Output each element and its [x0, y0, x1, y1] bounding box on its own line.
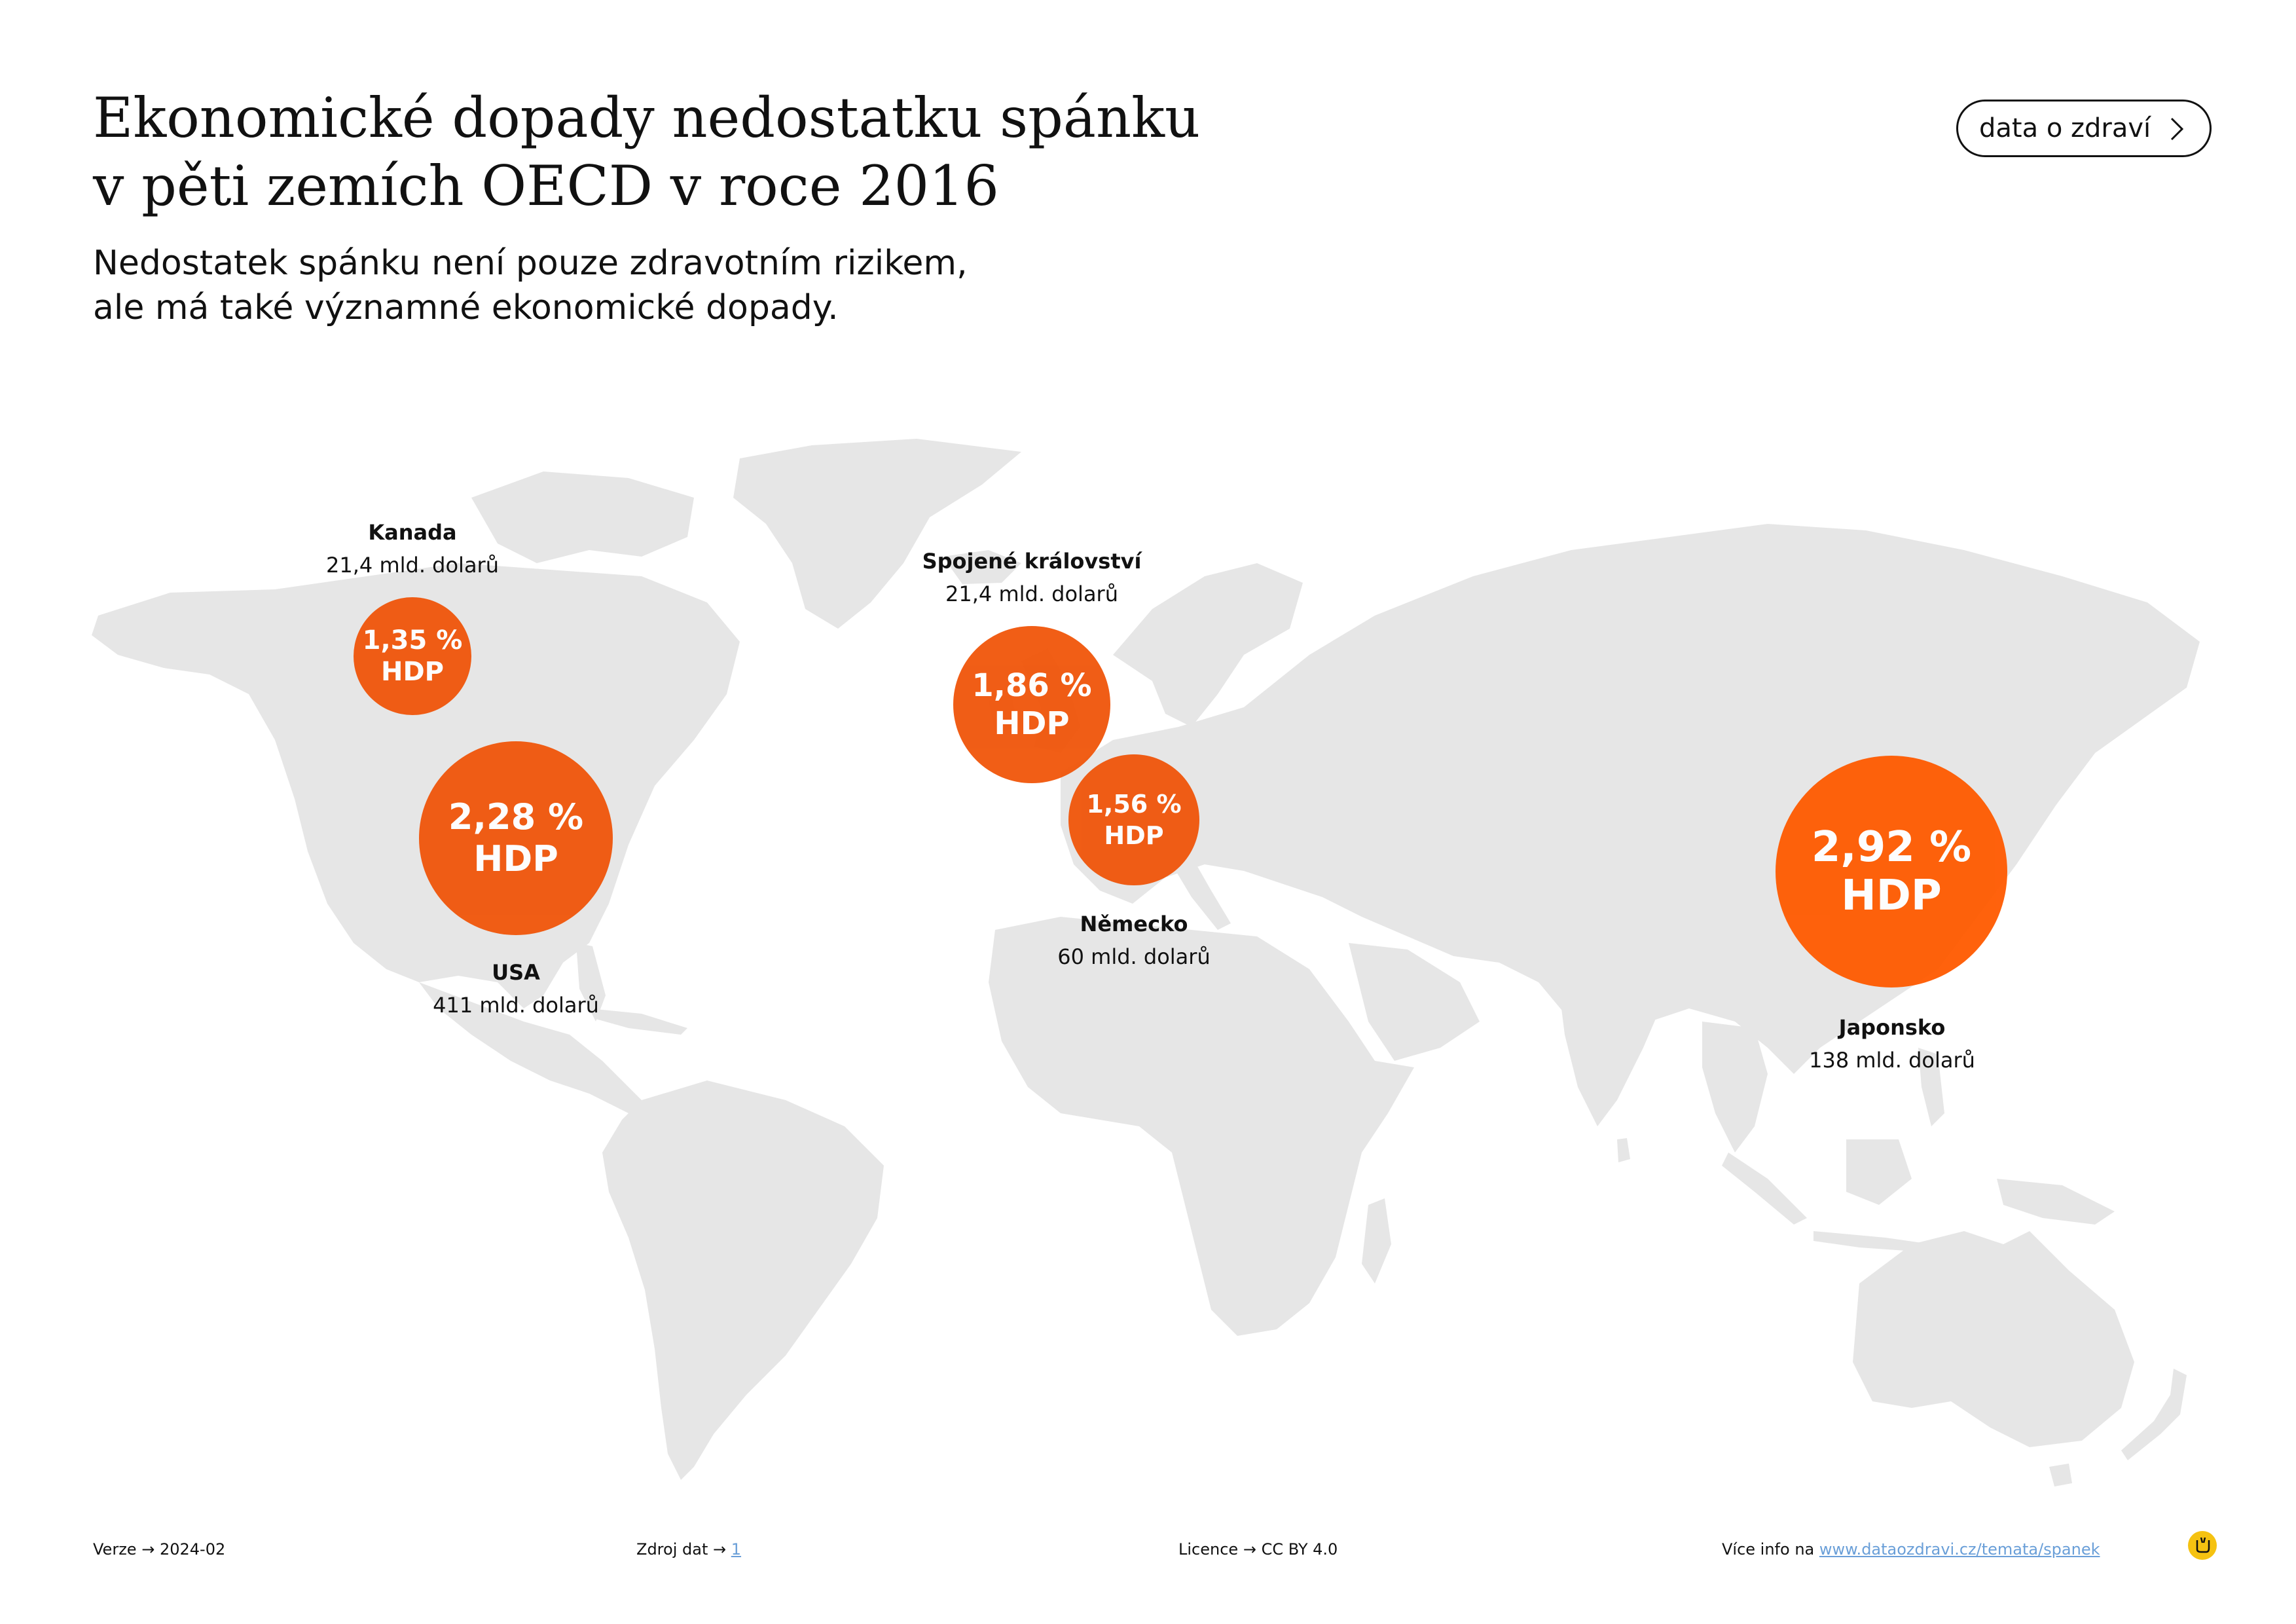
cuba-landmass [589, 1008, 687, 1035]
country-amount: 60 mld. dolarů [1057, 944, 1211, 969]
country-label-uk: Spojené království 21,4 mld. dolarů [922, 545, 1142, 610]
sri-lanka-landmass [1617, 1138, 1630, 1162]
new-guinea-landmass [1997, 1179, 2115, 1225]
footer-source-link[interactable]: 1 [731, 1540, 742, 1559]
arabia-landmass [1349, 943, 1480, 1061]
bubble-kanada: 1,35 % HDP [354, 597, 471, 715]
arrow-right-icon: → [1243, 1540, 1256, 1559]
africa-landmass [989, 917, 1414, 1336]
country-name: Japonsko [1838, 1015, 1946, 1040]
title-line-2: v pěti zemích OECD v roce 2016 [93, 154, 999, 218]
bubble-uk: 1,86 % HDP [953, 626, 1110, 783]
tasmania-landmass [2049, 1464, 2072, 1486]
central-america-landmass [419, 982, 648, 1113]
arrow-right-icon: → [713, 1540, 727, 1559]
footer-source-label: Zdroj dat [636, 1540, 708, 1559]
footer-license-value: CC BY 4.0 [1261, 1540, 1338, 1559]
arctic-islands-landmass [471, 471, 694, 563]
bubble-percent: 2,92 % [1811, 823, 1972, 872]
data-o-zdravi-button[interactable]: data o zdraví [1956, 100, 2212, 157]
footer-license-label: Licence [1178, 1540, 1239, 1559]
bubble-percent: 2,28 % [448, 796, 584, 838]
country-amount: 411 mld. dolarů [433, 993, 599, 1018]
borneo-landmass [1846, 1139, 1912, 1205]
subtitle-line-1: Nedostatek spánku není pouze zdravotním … [93, 244, 968, 283]
new-zealand-landmass [2121, 1369, 2187, 1460]
scandinavia-landmass [1113, 563, 1303, 727]
bubble-unit: HDP [1104, 821, 1164, 850]
bubble-percent: 1,86 % [972, 667, 1092, 704]
footer-source: Zdroj dat → 1 [636, 1540, 741, 1559]
arrow-right-icon: → [141, 1540, 155, 1559]
footer-version-label: Verze [93, 1540, 137, 1559]
chevron-right-icon [2170, 117, 2184, 141]
southeast-asia-landmass [1702, 1022, 1768, 1153]
bubble-percent: 1,35 % [362, 625, 463, 655]
india-landmass [1558, 982, 1663, 1126]
subtitle-line-2: ale má také významné ekonomické dopady. [93, 288, 839, 327]
footer-license: Licence → CC BY 4.0 [1178, 1540, 1338, 1559]
dataozdravi-logo-icon [2188, 1531, 2217, 1560]
sumatra-landmass [1722, 1153, 1807, 1225]
country-name: Německo [1080, 912, 1188, 936]
country-amount: 21,4 mld. dolarů [945, 581, 1118, 606]
country-name: Spojené království [922, 549, 1142, 574]
footer-version-value: 2024-02 [159, 1540, 226, 1559]
bubble-unit: HDP [1841, 872, 1942, 920]
country-amount: 21,4 mld. dolarů [326, 553, 499, 578]
footer-more-link[interactable]: www.dataozdravi.cz/temata/spanek [1819, 1540, 2100, 1559]
greenland-landmass [733, 439, 1021, 629]
bubble-percent: 1,56 % [1086, 790, 1182, 819]
country-amount: 138 mld. dolarů [1809, 1048, 1975, 1073]
florida-landmass [576, 943, 606, 1022]
page-subtitle: Nedostatek spánku není pouze zdravotním … [93, 241, 1271, 330]
country-label-nemecko: Německo 60 mld. dolarů [1057, 908, 1210, 973]
bubble-nemecko: 1,56 % HDP [1068, 754, 1199, 885]
bubble-usa: 2,28 % HDP [419, 741, 613, 935]
title-line-1: Ekonomické dopady nedostatku spánku [93, 86, 1201, 150]
country-name: USA [492, 960, 540, 985]
bubble-unit: HDP [473, 838, 558, 879]
madagascar-landmass [1362, 1198, 1391, 1283]
bubble-unit: HDP [994, 705, 1070, 742]
page-title: Ekonomické dopady nedostatku spánku v pě… [93, 84, 1402, 220]
country-label-usa: USA 411 mld. dolarů [433, 956, 599, 1022]
iceland-landmass [943, 550, 1021, 584]
country-label-kanada: Kanada 21,4 mld. dolarů [326, 516, 499, 581]
philippines-landmass [1918, 1048, 1944, 1126]
tag-button-label: data o zdraví [1979, 113, 2151, 143]
country-label-japonsko: Japonsko 138 mld. dolarů [1809, 1011, 1975, 1077]
south-america-landmass [602, 1080, 884, 1480]
footer-more-info: Více info na www.dataozdravi.cz/temata/s… [1722, 1540, 2100, 1559]
footer-more-label: Více info na [1722, 1540, 1815, 1559]
java-landmass [1813, 1231, 1931, 1252]
bubble-japonsko: 2,92 % HDP [1776, 756, 2007, 987]
footer-version: Verze → 2024-02 [93, 1540, 225, 1559]
bubble-unit: HDP [381, 657, 444, 687]
country-name: Kanada [368, 520, 457, 545]
australia-landmass [1853, 1231, 2134, 1447]
